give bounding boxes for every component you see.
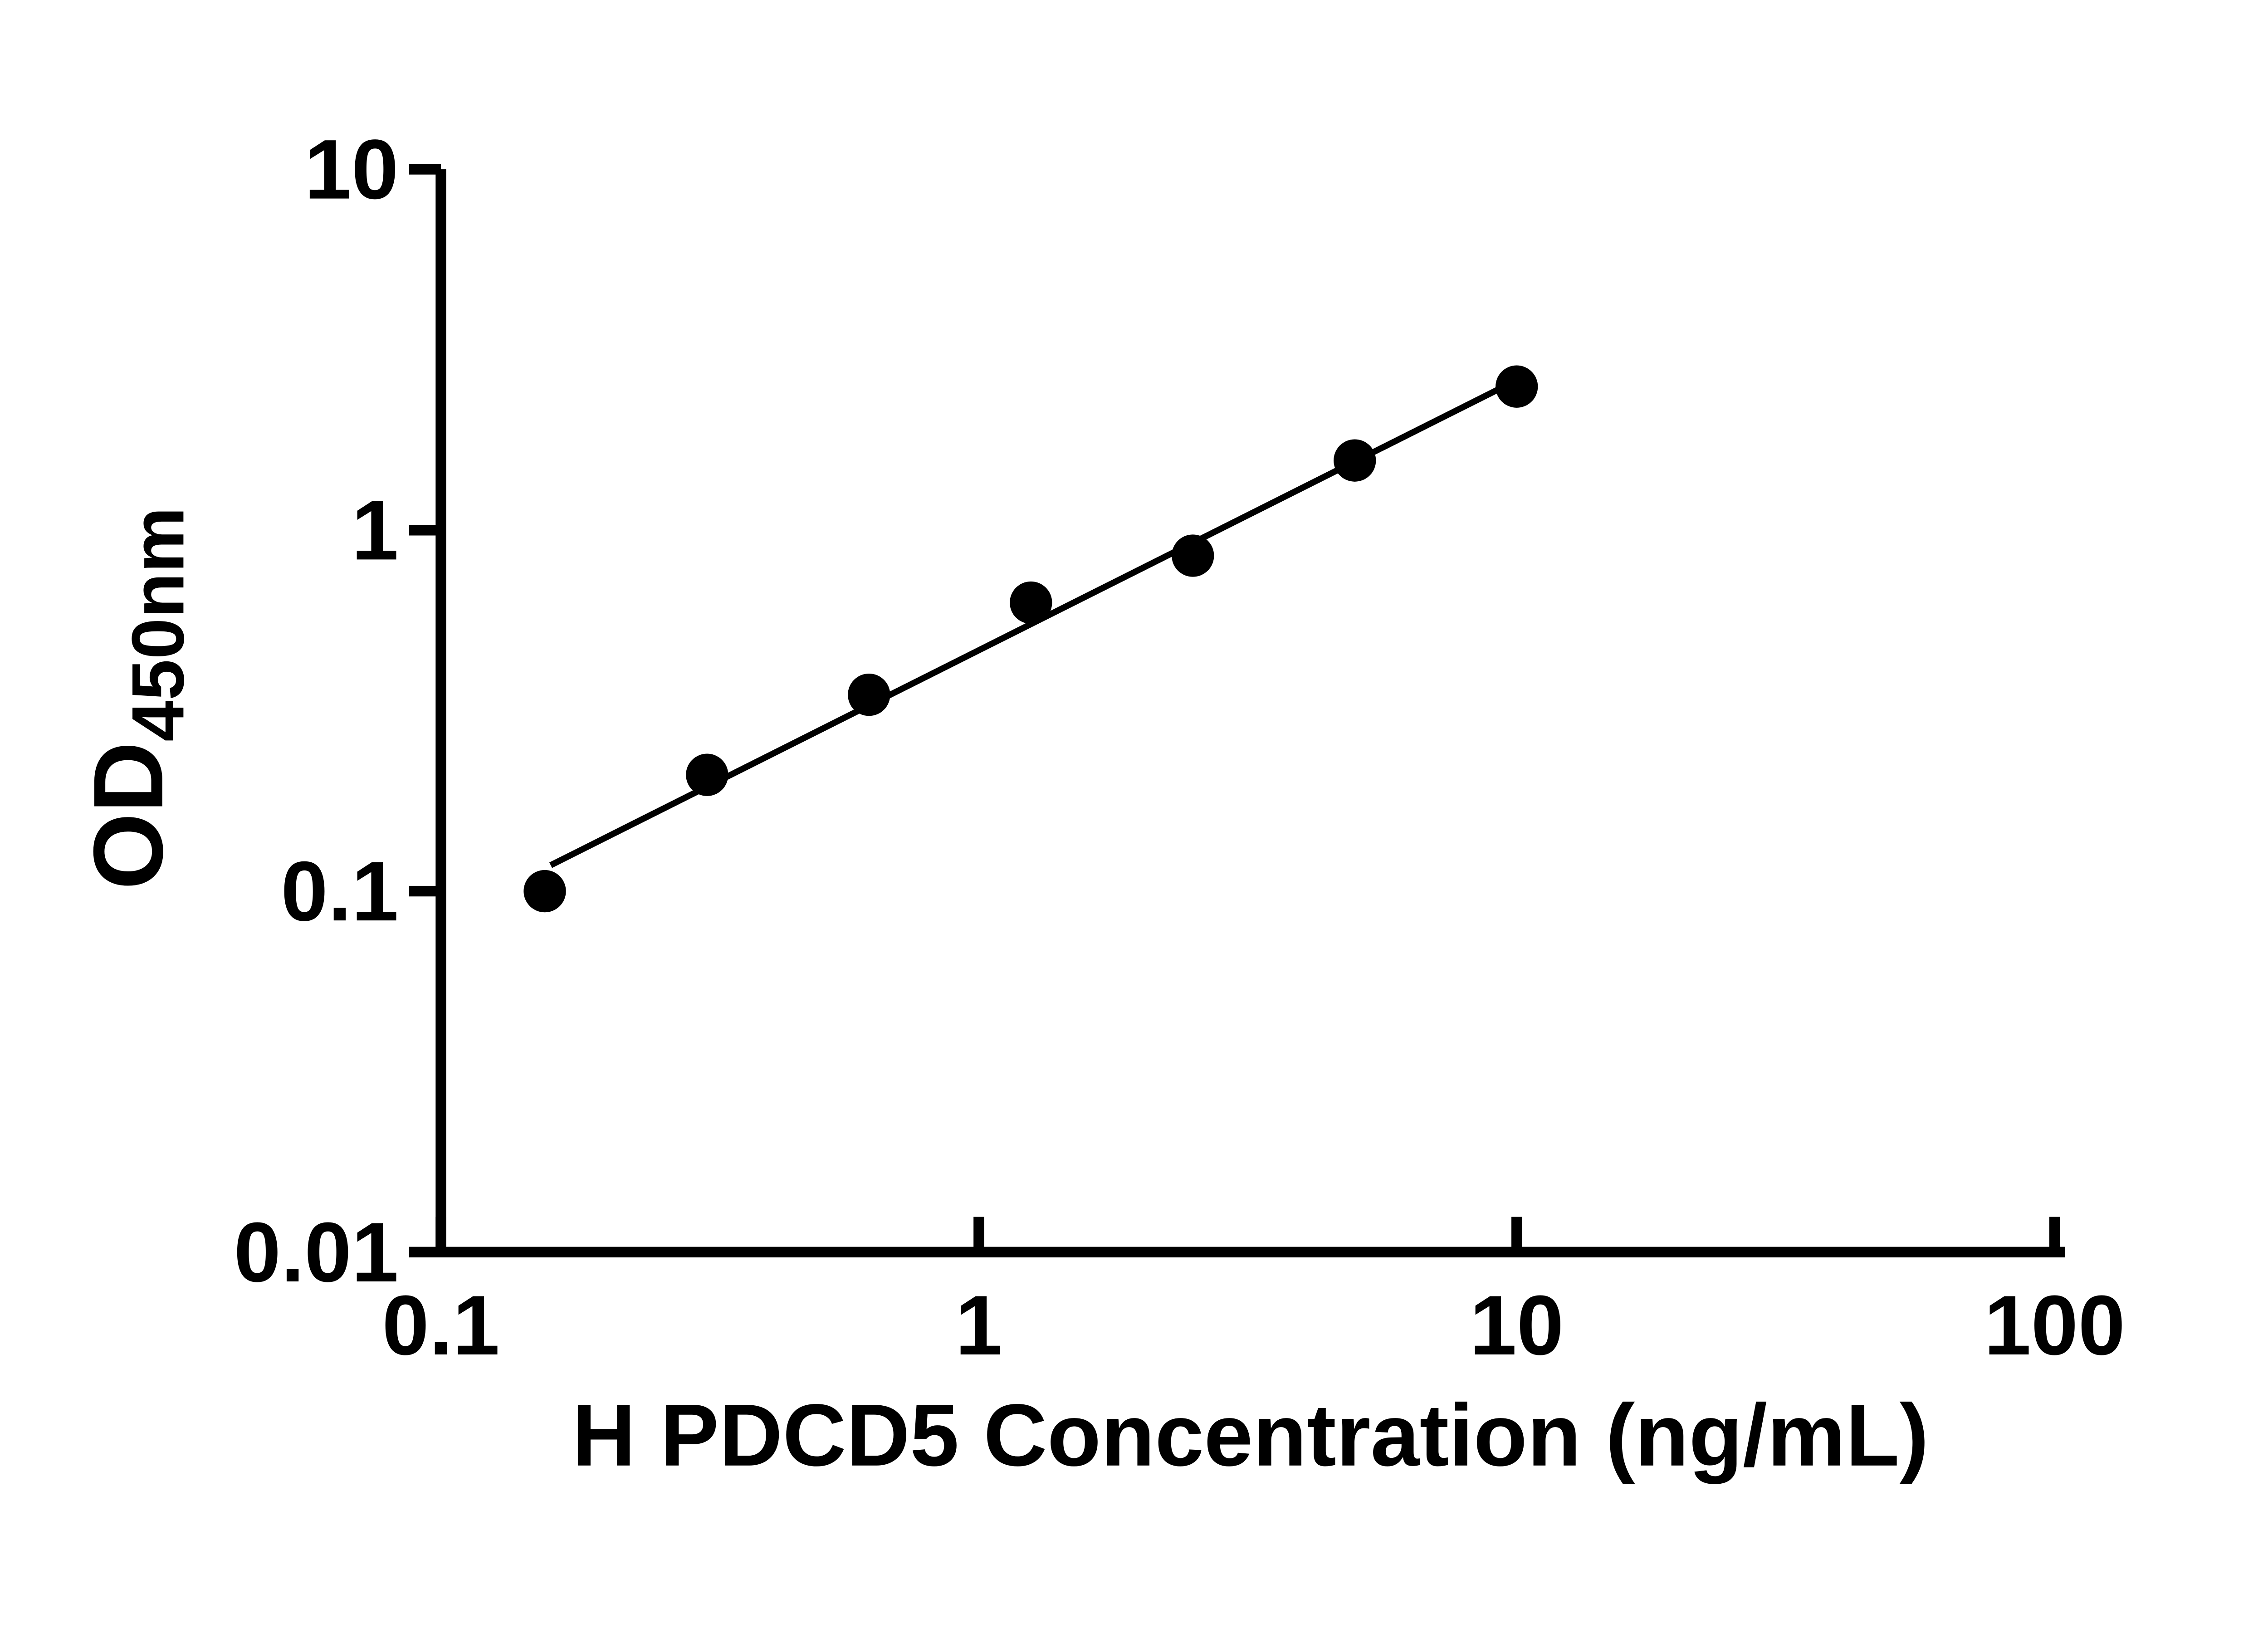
series-layer [523, 365, 1538, 913]
data-point [686, 753, 728, 796]
y-axis-title: OD450nm [73, 507, 200, 890]
y-tick-label: 10 [304, 122, 399, 217]
data-point [523, 870, 566, 913]
x-tick-label: 100 [1984, 1278, 2125, 1373]
x-axis-title: H PDCD5 Concentration (ng/mL) [572, 1386, 1929, 1485]
data-point [848, 673, 890, 716]
axes-layer [435, 169, 2065, 1258]
data-point [1334, 439, 1376, 482]
data-point [1496, 365, 1538, 408]
y-tick-label: 1 [352, 483, 399, 577]
x-tick-label: 1 [955, 1278, 1002, 1373]
data-point [1172, 534, 1214, 577]
x-tick-label: 10 [1470, 1278, 1564, 1373]
y-tick-label: 0.1 [281, 844, 398, 939]
ticks-layer [409, 164, 2060, 1258]
y-tick-label: 0.01 [234, 1205, 398, 1300]
data-point [1010, 581, 1052, 624]
x-tick-label: 0.1 [382, 1278, 499, 1373]
y-axis-title-main: OD [73, 742, 184, 890]
y-axis-title-subscript: 450nm [116, 507, 199, 742]
